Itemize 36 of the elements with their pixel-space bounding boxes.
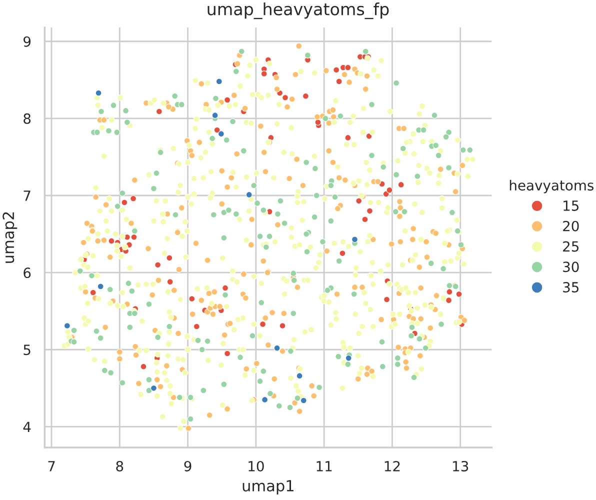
y-tick-label: 6 xyxy=(24,268,31,278)
point xyxy=(274,344,280,352)
point xyxy=(345,354,352,362)
chart-title: umap_heavyatoms_fp xyxy=(208,2,389,20)
point xyxy=(246,192,252,198)
point xyxy=(352,236,358,243)
y-tick-label: 4 xyxy=(23,422,31,432)
legend-label: 20 xyxy=(563,220,579,232)
point xyxy=(296,372,303,380)
point xyxy=(218,130,224,138)
point xyxy=(212,112,218,119)
legend-label: 35 xyxy=(563,282,578,292)
point xyxy=(262,396,268,403)
x-tick-label: 9 xyxy=(184,460,192,472)
x-tick-label: 7 xyxy=(48,461,55,472)
legend-label: 30 xyxy=(563,262,579,272)
point xyxy=(95,90,102,96)
point xyxy=(97,283,104,290)
x-axis-title: umap1 xyxy=(242,480,294,494)
point xyxy=(216,78,222,85)
y-tick-label: 7 xyxy=(24,190,30,201)
x-tick-label: 10 xyxy=(248,460,264,472)
point xyxy=(300,397,307,404)
x-tick-label: 11 xyxy=(316,461,332,472)
point xyxy=(64,322,70,329)
point xyxy=(150,384,157,392)
x-tick-label: 8 xyxy=(116,460,124,472)
x-tick-label: 13 xyxy=(453,460,468,472)
y-tick-label: 5 xyxy=(24,344,30,356)
legend-label: 25 xyxy=(563,241,578,252)
y-tick-label: 9 xyxy=(24,36,31,47)
legend-label: 15 xyxy=(564,200,578,211)
y-axis-title: umap2 xyxy=(2,212,18,263)
legend-title: heavyatoms xyxy=(510,180,594,194)
y-tick-label: 8 xyxy=(24,113,31,124)
x-tick-label: 12 xyxy=(384,460,400,472)
